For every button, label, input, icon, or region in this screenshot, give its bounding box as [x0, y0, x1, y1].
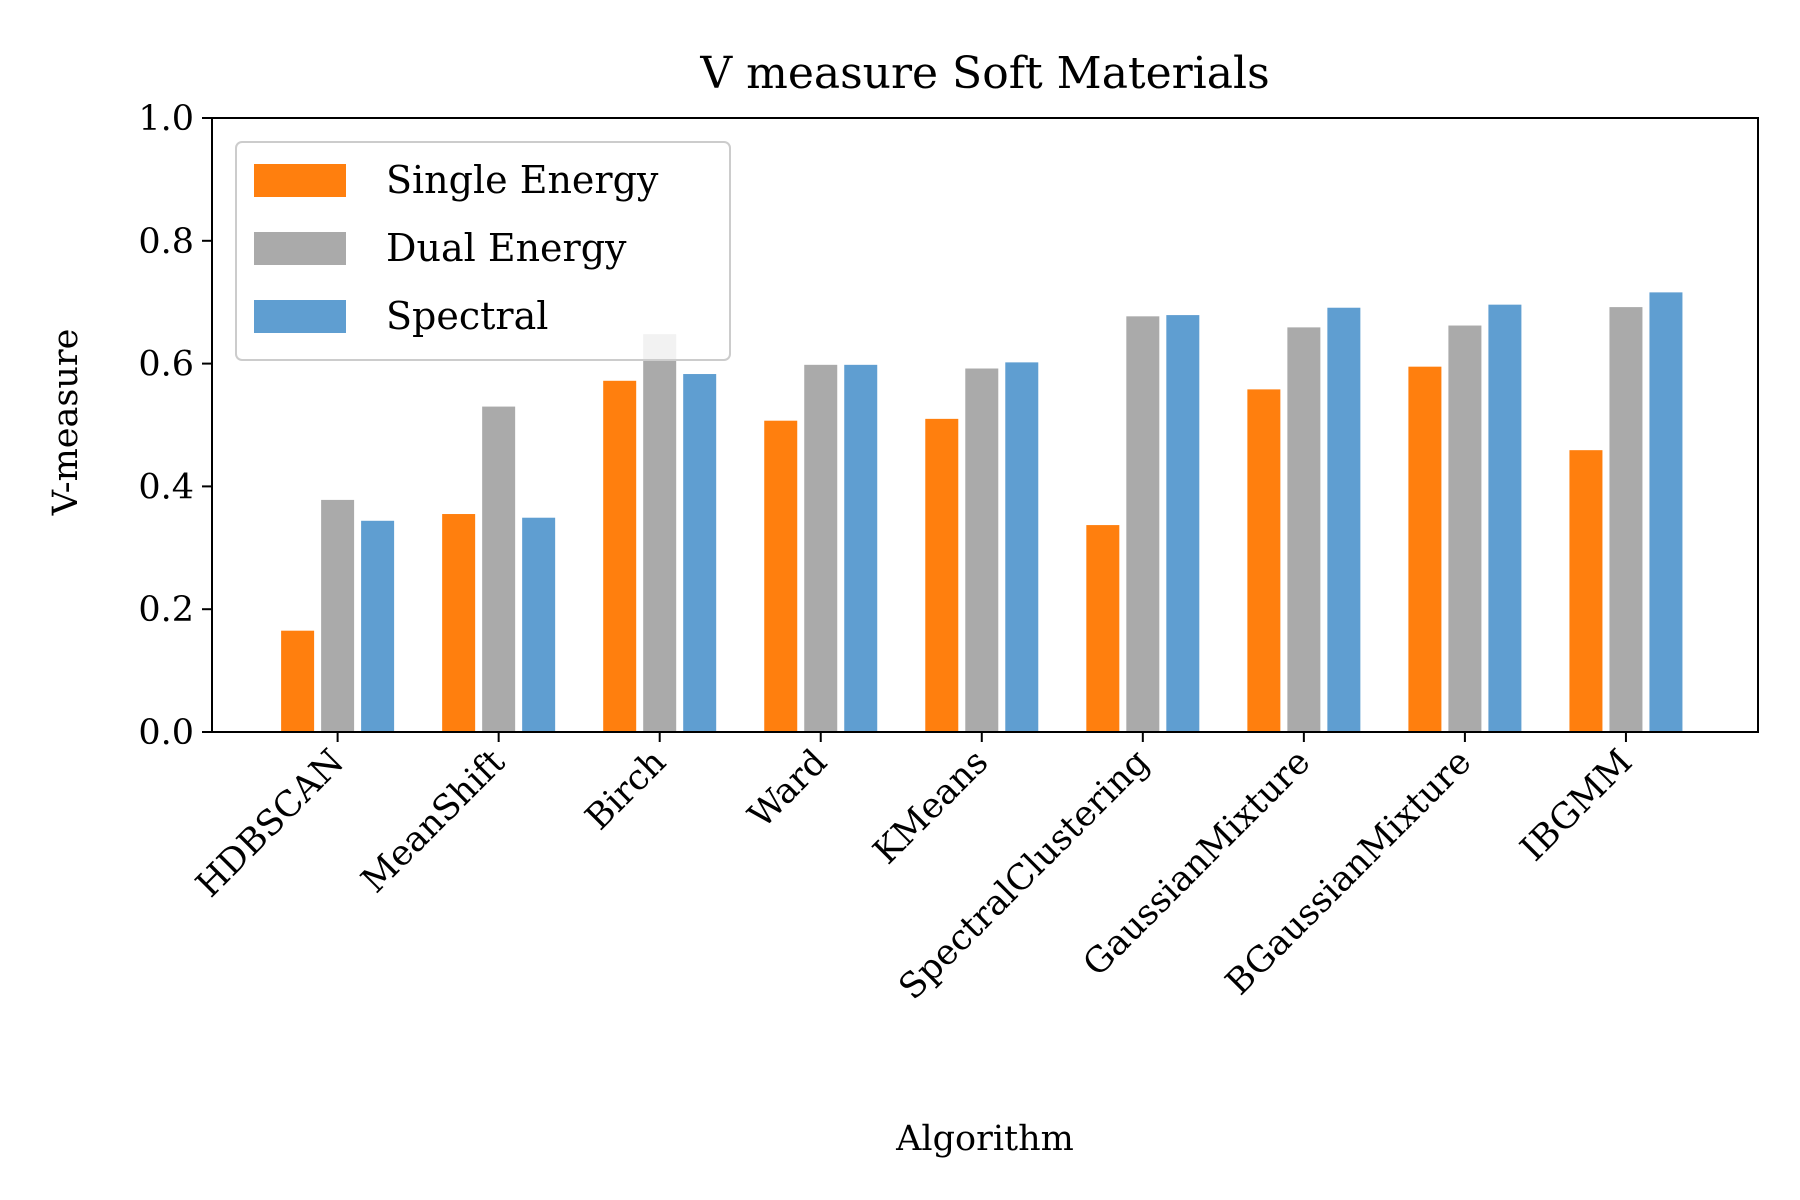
x-tick-label: Birch	[578, 742, 674, 838]
y-tick-label: 0.0	[138, 713, 194, 753]
bar-dual-energy-meanshift	[482, 406, 516, 732]
x-tick-label: MeanShift	[354, 742, 513, 901]
bar-dual-energy-ibgmm	[1609, 307, 1643, 732]
bar-dual-energy-birch	[643, 334, 677, 732]
y-tick-label: 0.6	[138, 345, 194, 385]
plot-frame	[211, 117, 1759, 733]
chart-title: V measure Soft Materials	[699, 48, 1269, 99]
x-tick-label: IBGMM	[1513, 742, 1640, 869]
bar-spectral-gaussianmixture	[1327, 307, 1361, 732]
bar-dual-energy-hdbscan	[321, 499, 355, 732]
legend-swatch-dual-energy	[254, 232, 346, 265]
bar-single-energy-ibgmm	[1569, 450, 1603, 732]
bar-single-energy-meanshift	[442, 514, 476, 732]
bar-single-energy-spectralclustering	[1086, 525, 1120, 732]
bar-spectral-meanshift	[522, 517, 556, 732]
bar-spectral-kmeans	[1005, 362, 1039, 732]
bar-spectral-birch	[683, 374, 717, 732]
x-tick-label: HDBSCAN	[189, 742, 352, 905]
bar-single-energy-gaussianmixture	[1247, 389, 1281, 732]
bar-dual-energy-ward	[804, 364, 838, 732]
bar-dual-energy-kmeans	[965, 368, 999, 732]
y-tick-label: 0.4	[138, 467, 194, 507]
y-tick-label: 1.0	[138, 99, 194, 139]
bar-spectral-ward	[844, 364, 878, 732]
bar-spectral-spectralclustering	[1166, 315, 1200, 732]
x-axis-title: Algorithm	[895, 1119, 1074, 1159]
y-tick-label: 0.8	[138, 222, 194, 262]
legend-label: Single Energy	[386, 158, 659, 202]
legend-label: Dual Energy	[386, 226, 627, 270]
bar-dual-energy-spectralclustering	[1126, 316, 1160, 732]
bar-dual-energy-bgaussianmixture	[1448, 325, 1482, 732]
bar-spectral-hdbscan	[361, 520, 395, 732]
bar-single-energy-birch	[603, 380, 637, 732]
x-tick-label: Ward	[741, 742, 835, 836]
x-tick-label: KMeans	[866, 742, 996, 872]
bar-single-energy-hdbscan	[281, 630, 315, 732]
bar-spectral-ibgmm	[1649, 292, 1683, 732]
bar-spectral-bgaussianmixture	[1488, 304, 1522, 732]
y-axis-title: V-measure	[46, 329, 86, 517]
bar-single-energy-bgaussianmixture	[1408, 366, 1442, 732]
legend-swatch-spectral	[254, 300, 346, 333]
bar-single-energy-ward	[764, 420, 798, 732]
y-tick-label: 0.2	[138, 590, 194, 630]
legend-swatch-single-energy	[254, 164, 346, 197]
legend: Single Energy Dual Energy Spectral	[235, 141, 731, 361]
legend-box	[235, 141, 731, 361]
bar-dual-energy-gaussianmixture	[1287, 327, 1321, 732]
bar-single-energy-kmeans	[925, 418, 959, 732]
legend-label: Spectral	[386, 294, 548, 338]
